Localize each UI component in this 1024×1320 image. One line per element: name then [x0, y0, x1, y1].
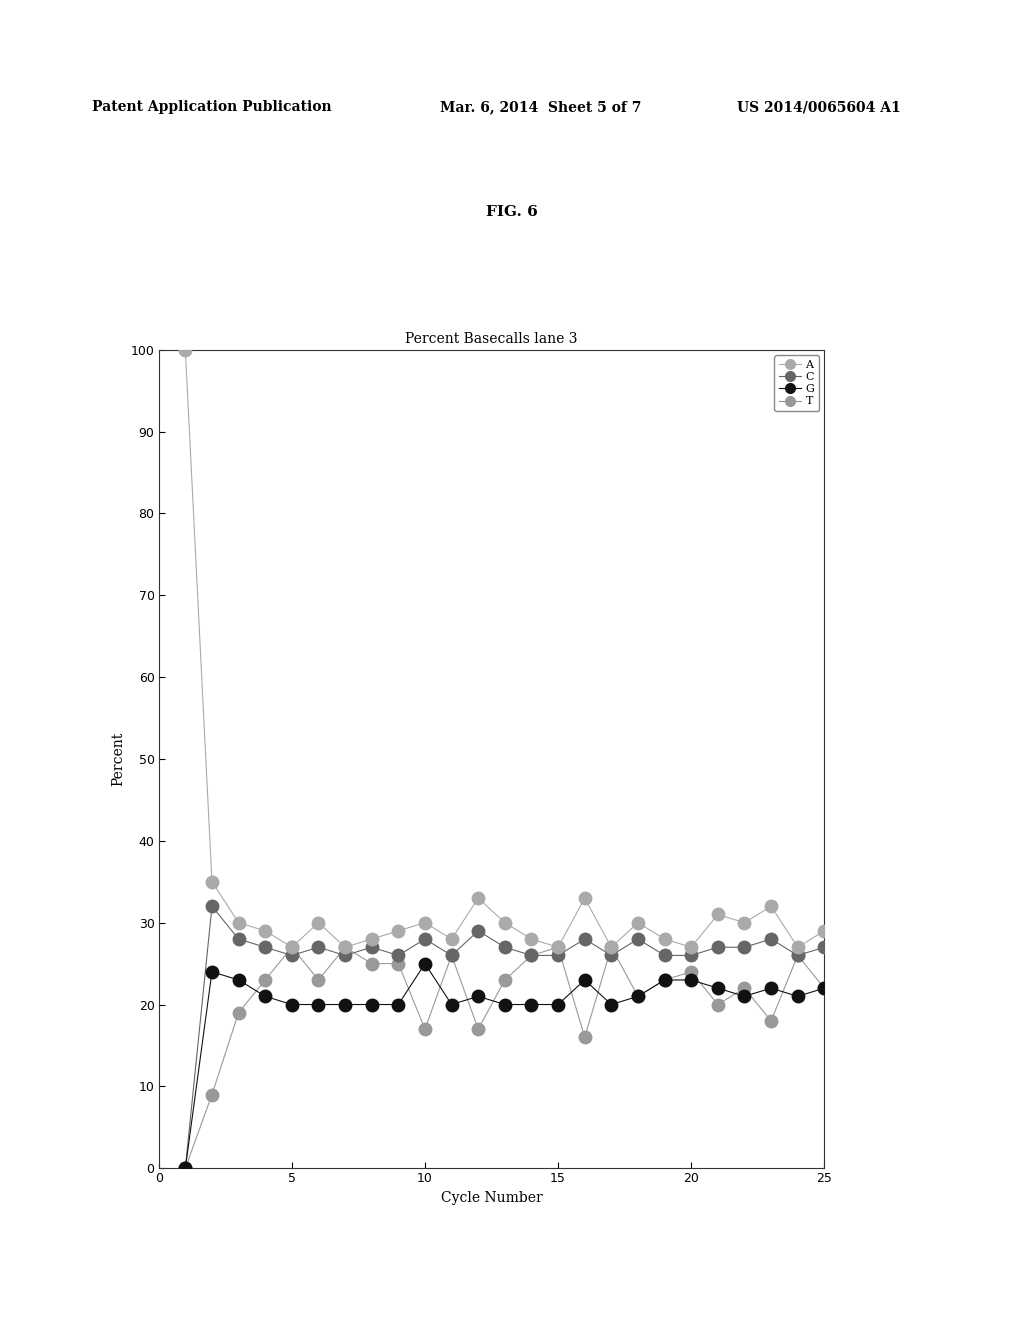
Title: Percent Basecalls lane 3: Percent Basecalls lane 3 — [406, 331, 578, 346]
Text: US 2014/0065604 A1: US 2014/0065604 A1 — [737, 100, 901, 115]
Legend: A, C, G, T: A, C, G, T — [774, 355, 819, 411]
Y-axis label: Percent: Percent — [112, 731, 125, 787]
Text: FIG. 6: FIG. 6 — [486, 205, 538, 219]
Text: Patent Application Publication: Patent Application Publication — [92, 100, 332, 115]
Text: Mar. 6, 2014  Sheet 5 of 7: Mar. 6, 2014 Sheet 5 of 7 — [440, 100, 642, 115]
X-axis label: Cycle Number: Cycle Number — [440, 1191, 543, 1205]
